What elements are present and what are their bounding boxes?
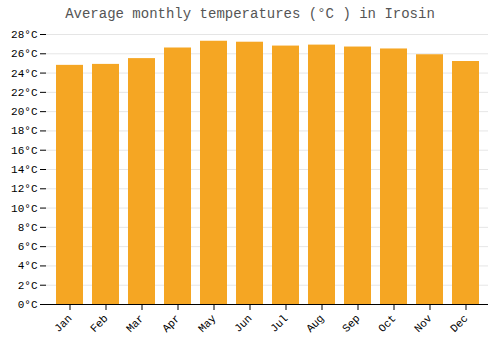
svg-text:Jan: Jan bbox=[52, 312, 74, 334]
svg-text:Nov: Nov bbox=[412, 312, 435, 335]
svg-text:2°C: 2°C bbox=[18, 280, 38, 292]
svg-text:Feb: Feb bbox=[88, 312, 110, 334]
svg-text:10°C: 10°C bbox=[11, 203, 38, 215]
svg-text:8°C: 8°C bbox=[18, 222, 38, 234]
svg-text:Jul: Jul bbox=[268, 312, 290, 334]
svg-text:Oct: Oct bbox=[376, 312, 398, 334]
svg-text:24°C: 24°C bbox=[11, 68, 38, 80]
svg-text:Sep: Sep bbox=[340, 312, 362, 334]
svg-text:4°C: 4°C bbox=[18, 260, 38, 272]
svg-text:Dec: Dec bbox=[448, 312, 470, 334]
html-text:Average monthly temperatures (: Average monthly temperatures (°C ) in Ir… bbox=[65, 6, 435, 22]
svg-text:May: May bbox=[196, 312, 219, 335]
svg-text:26°C: 26°C bbox=[11, 48, 38, 60]
svg-text:Mar: Mar bbox=[124, 312, 146, 334]
svg-text:16°C: 16°C bbox=[11, 145, 38, 157]
svg-text:Aug: Aug bbox=[304, 312, 326, 334]
svg-text:0°C: 0°C bbox=[18, 299, 38, 311]
svg-text:Jun: Jun bbox=[232, 312, 254, 334]
svg-text:14°C: 14°C bbox=[11, 164, 38, 176]
svg-text:6°C: 6°C bbox=[18, 241, 38, 253]
svg-text:28°C: 28°C bbox=[11, 29, 38, 41]
svg-text:18°C: 18°C bbox=[11, 125, 38, 137]
svg-text:12°C: 12°C bbox=[11, 183, 38, 195]
svg-text:20°C: 20°C bbox=[11, 106, 38, 118]
svg-text:22°C: 22°C bbox=[11, 87, 38, 99]
svg-text:Apr: Apr bbox=[160, 312, 182, 334]
